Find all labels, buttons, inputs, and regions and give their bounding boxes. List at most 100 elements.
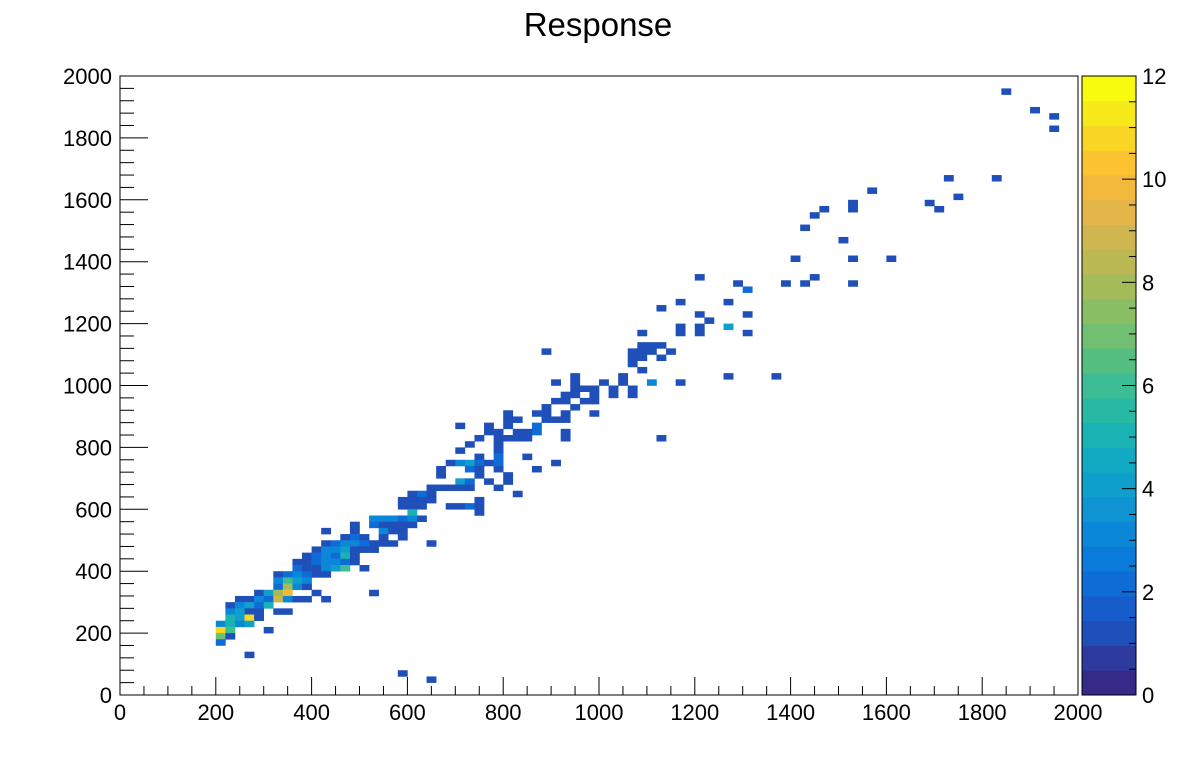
heatmap-cell (560, 416, 571, 423)
heatmap-cell (388, 521, 399, 529)
heatmap-cell (589, 391, 600, 399)
heatmap-cell (570, 391, 581, 399)
x-axis: 0 200 400 600 800 1000 1200 1400 1600 1800 2000 (114, 677, 1102, 725)
heatmap-cell (579, 385, 590, 392)
heatmap-cell (599, 379, 609, 386)
heatmap-cell (474, 496, 485, 504)
heatmap-cell (340, 565, 351, 572)
colorbar-band (1082, 447, 1136, 473)
heatmap-cell (292, 565, 303, 572)
heatmap-cell (407, 515, 418, 522)
heatmap-cell (809, 212, 820, 219)
heatmap-cell (723, 298, 734, 306)
colorbar-band (1082, 422, 1136, 448)
heatmap-cell (397, 515, 408, 522)
heatmap-cell (493, 435, 504, 442)
heatmap-cell (378, 534, 389, 541)
heatmap-cell (397, 496, 408, 504)
y-tick-label: 600 (75, 497, 112, 522)
colorbar-band (1082, 249, 1136, 275)
heatmap-cell (493, 428, 504, 436)
heatmap-cell (618, 379, 629, 386)
heatmap-cell (694, 323, 705, 331)
heatmap-cell (694, 274, 705, 281)
heatmap-cell (426, 484, 437, 492)
heatmap-cell (254, 608, 264, 615)
heatmap-cell (474, 509, 485, 516)
colorbar-band (1082, 150, 1136, 176)
heatmap-cell (426, 540, 437, 547)
heatmap-cell (407, 503, 418, 510)
z-tick-label: 2 (1142, 580, 1154, 605)
x-tick-label: 800 (485, 700, 522, 725)
x-tick-label: 400 (293, 700, 330, 725)
heatmap-cell (378, 521, 389, 529)
heatmap-cell (694, 329, 705, 337)
heatmap-cell (733, 280, 743, 287)
heatmap-cell (407, 521, 418, 529)
heatmap-cell (302, 565, 312, 572)
heatmap-cell (455, 503, 466, 510)
heatmap-cell (464, 478, 475, 485)
heatmap-cell (215, 633, 226, 640)
heatmap-cell (349, 521, 360, 529)
heatmap-cell (742, 286, 753, 293)
heatmap-cell (234, 614, 245, 622)
heatmap-cell (369, 589, 379, 597)
y-tick-label: 0 (100, 683, 112, 708)
heatmap-cell (225, 633, 236, 640)
heatmap-cell (723, 323, 734, 331)
heatmap-cell (416, 515, 427, 522)
y-tick-label: 1800 (63, 126, 112, 151)
heatmap-cell (455, 422, 466, 430)
heatmap-cell (282, 583, 293, 591)
heatmap-cell (302, 552, 312, 560)
heatmap-cell (589, 410, 600, 417)
heatmap-cell (369, 521, 379, 529)
heatmap-cell (637, 342, 648, 349)
heatmap-cells (215, 88, 1060, 683)
heatmap-cell (848, 280, 858, 287)
heatmap-cell (627, 385, 638, 392)
heatmap-cell (627, 348, 638, 355)
heatmap-cell (1049, 113, 1060, 120)
heatmap-cell (321, 565, 332, 572)
heatmap-cell (397, 527, 408, 535)
heatmap-cell (330, 540, 341, 547)
heatmap-cell (512, 428, 523, 436)
heatmap-cell (541, 410, 552, 417)
heatmap-cell (388, 515, 399, 522)
heatmap-cell (656, 305, 667, 312)
heatmap-cell (416, 496, 427, 504)
heatmap-cell (570, 385, 581, 392)
heatmap-cell (215, 626, 226, 634)
heatmap-cell (244, 602, 255, 609)
heatmap-cell (464, 484, 475, 492)
heatmap-cell (273, 571, 284, 578)
heatmap-cell (1049, 125, 1060, 133)
heatmap-cell (321, 595, 332, 603)
heatmap-cell (234, 602, 245, 609)
heatmap-cell (637, 348, 648, 355)
heatmap-cell (302, 558, 312, 566)
heatmap-cell (675, 323, 686, 331)
heatmap-cell (330, 558, 341, 566)
heatmap-cell (311, 552, 322, 560)
y-tick-label: 2000 (63, 64, 112, 89)
heatmap-cell (493, 441, 504, 448)
colorbar-band (1082, 199, 1136, 225)
heatmap-cell (282, 589, 293, 597)
heatmap-cell (321, 546, 332, 553)
heatmap-cell (493, 447, 504, 454)
heatmap-cell (282, 608, 293, 615)
heatmap-cell (800, 280, 811, 287)
x-tick-label: 1600 (862, 700, 911, 725)
heatmap-cell (474, 459, 485, 467)
heatmap-cell (234, 620, 245, 628)
heatmap-cell (321, 540, 332, 547)
colorbar-band (1082, 645, 1136, 671)
heatmap-cell (953, 193, 964, 201)
colorbar-band (1082, 670, 1136, 696)
heatmap-cell (225, 602, 236, 609)
heatmap-cell (244, 608, 255, 615)
